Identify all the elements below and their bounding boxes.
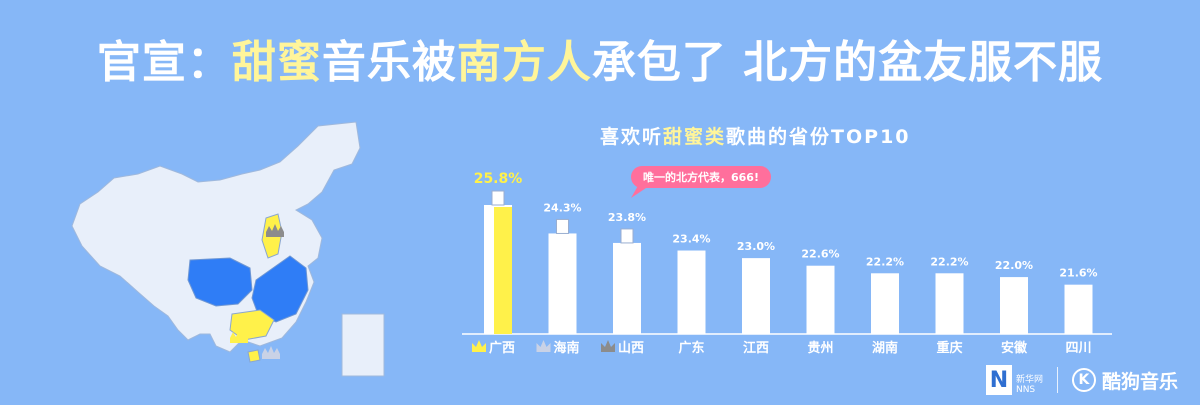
value-label-四川: 21.6%	[1059, 267, 1097, 280]
value-label-湖南: 22.2%	[866, 255, 904, 268]
province-guangxi	[229, 309, 275, 341]
map-crown-guangxi	[230, 330, 248, 343]
chart-title-post: 歌曲的省份TOP10	[726, 126, 911, 148]
kugou-logo: K 酷狗音乐	[1071, 367, 1178, 394]
bar-四川	[1064, 284, 1093, 334]
footer: N 新华网 NNS K 酷狗音乐	[985, 365, 1178, 395]
province-sichuan-group	[187, 257, 253, 307]
landmark-icon-广西	[491, 190, 505, 206]
annotation-bubble-tail	[631, 184, 649, 198]
map-crown-shanxi	[266, 224, 284, 237]
province-hainan	[247, 349, 261, 363]
headline-highlight-southerners: 南方人	[456, 37, 592, 88]
category-label-安徽: 安徽	[1001, 340, 1028, 356]
xinhua-logo: N 新华网 NNS	[985, 365, 1043, 395]
category-label-山西: 山西	[618, 340, 644, 356]
kugou-label: 酷狗音乐	[1101, 370, 1178, 393]
landmark-icon-海南	[556, 218, 569, 234]
headline-rest: 承包了 北方的盆友服不服	[591, 37, 1104, 88]
xinhua-mark-icon: N	[985, 365, 1012, 395]
bar-highlight-广西	[494, 207, 512, 334]
value-label-广东: 23.4%	[672, 233, 710, 246]
category-label-湖南: 湖南	[872, 340, 898, 356]
category-label-海南: 海南	[553, 340, 579, 356]
bar-贵州	[806, 265, 835, 334]
chart-title-pre: 喜欢听	[600, 126, 664, 148]
value-label-安徽: 22.0%	[995, 259, 1033, 272]
annotation-bubble	[631, 166, 771, 188]
province-south-group	[251, 255, 309, 323]
annotation-text: 唯一的北方代表，666!	[643, 170, 759, 184]
bar-江西	[742, 258, 770, 334]
value-label-贵州: 22.6%	[801, 248, 839, 261]
value-label-山西: 23.8%	[608, 211, 646, 224]
category-label-重庆: 重庆	[936, 340, 962, 356]
xinhua-sub: NNS	[1015, 385, 1036, 395]
value-label-广西: 25.8%	[474, 171, 523, 187]
xinhua-text: 新华网	[1015, 375, 1043, 385]
chart-title-highlight: 甜蜜类	[663, 126, 727, 148]
bar-安徽	[1000, 277, 1028, 334]
headline-highlight-sweet: 甜蜜	[231, 37, 322, 88]
bar-海南	[548, 233, 577, 334]
value-label-江西: 23.0%	[737, 240, 775, 253]
value-label-重庆: 22.2%	[930, 255, 968, 268]
china-map	[71, 121, 385, 377]
bar-湖南	[871, 273, 899, 334]
bar-重庆	[935, 273, 964, 334]
landmark-icon-山西	[620, 228, 634, 244]
south-china-sea-inset	[341, 313, 385, 377]
crown-silver-icon	[536, 340, 551, 352]
crown-bronze-icon	[601, 340, 615, 352]
chart-title: 喜欢听甜蜜类歌曲的省份TOP10	[600, 122, 911, 149]
value-label-海南: 24.3%	[543, 201, 581, 214]
bar-广东	[677, 250, 706, 334]
headline-mid: 音乐被	[321, 37, 457, 88]
headline: 官宣：甜蜜音乐被南方人承包了 北方的盆友服不服	[0, 26, 1200, 90]
category-label-广东: 广东	[678, 340, 704, 356]
crown-gold-icon	[472, 340, 486, 352]
headline-prefix: 官宣：	[96, 37, 232, 88]
footer-divider	[1056, 367, 1058, 393]
category-label-广西: 广西	[489, 340, 515, 356]
category-label-江西: 江西	[743, 340, 769, 356]
kugou-icon: K	[1071, 368, 1096, 392]
bar-山西	[613, 242, 641, 334]
category-label-贵州: 贵州	[807, 340, 833, 356]
category-label-四川: 四川	[1065, 341, 1091, 356]
map-crown-hainan	[262, 346, 280, 359]
